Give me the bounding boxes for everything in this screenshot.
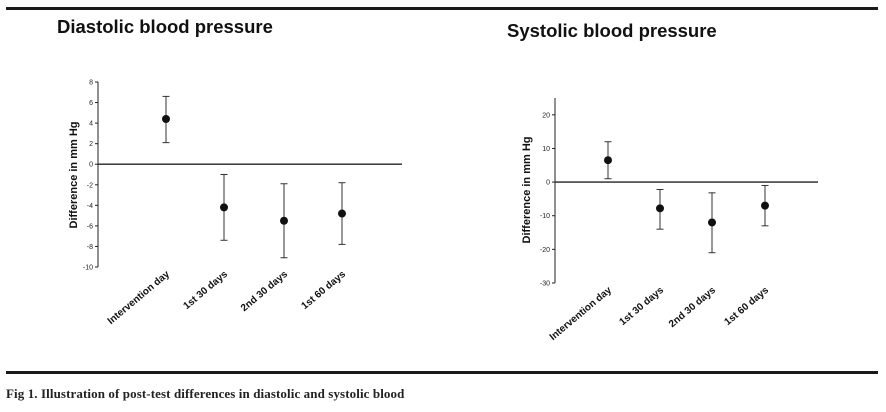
diastolic-marks: 8 6 4 2 0 -2 -4 -6 -8 -10 Intervention day 1st 30 d…: [83, 80, 402, 327]
y-tick-label: -30: [540, 281, 550, 288]
y-axis-label: Difference in mm Hg: [68, 122, 80, 229]
x-category-label: 1st 60 days: [300, 269, 349, 312]
y-tick-label: -6: [87, 223, 93, 230]
data-point: [280, 216, 288, 225]
data-point: [338, 209, 346, 218]
diastolic-chart: Diastolic blood pressure Difference in m…: [57, 16, 402, 327]
y-tick-label: 6: [89, 100, 93, 107]
x-category-label: Intervention day: [106, 269, 173, 327]
y-tick-label: 10: [542, 146, 550, 153]
y-tick-label: -4: [87, 203, 93, 210]
chart-title: Systolic blood pressure: [507, 20, 717, 41]
x-category-label: Intervention day: [548, 285, 615, 343]
top-rule: [6, 7, 878, 10]
data-point: [656, 204, 664, 213]
y-tick-label: 8: [89, 80, 93, 87]
y-tick-label: -10: [83, 265, 93, 272]
bottom-rule: [6, 371, 878, 374]
x-category-label: 2nd 30 days: [239, 269, 290, 315]
y-tick-label: 4: [89, 121, 93, 128]
data-point: [708, 218, 716, 227]
y-axis-label: Difference in mm Hg: [521, 137, 533, 244]
y-tick-label: -8: [87, 244, 93, 251]
y-tick-label: 2: [89, 141, 93, 148]
y-tick-label: -20: [540, 247, 550, 254]
x-category-label: 1st 60 days: [723, 285, 772, 328]
chart-title: Diastolic blood pressure: [57, 16, 273, 37]
systolic-chart: Systolic blood pressure Difference in mm…: [507, 20, 818, 343]
x-category-label: 1st 30 days: [182, 269, 231, 312]
figure-caption: Fig 1. Illustration of post-test differe…: [6, 386, 405, 401]
y-tick-label: 0: [89, 162, 93, 169]
data-point: [220, 203, 228, 212]
y-tick-label: 0: [546, 180, 550, 187]
y-tick-label: -10: [540, 213, 550, 220]
x-category-label: 2nd 30 days: [667, 285, 718, 331]
data-point: [162, 115, 170, 123]
y-tick-label: 20: [542, 112, 550, 119]
x-category-label: 1st 30 days: [618, 285, 667, 328]
data-point: [604, 156, 612, 165]
y-tick-label: -2: [87, 182, 93, 189]
data-point: [761, 201, 769, 210]
